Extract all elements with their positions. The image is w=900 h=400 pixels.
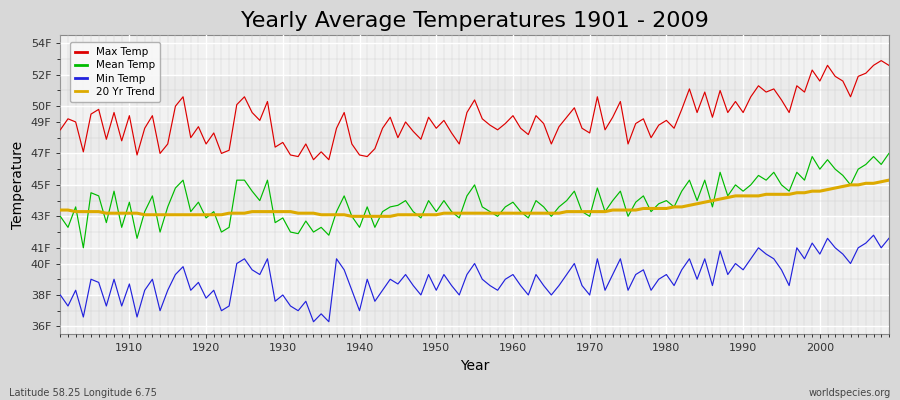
Text: worldspecies.org: worldspecies.org xyxy=(809,388,891,398)
Bar xyxy=(60,106,889,122)
Bar xyxy=(60,75,889,106)
Bar xyxy=(60,248,889,264)
Bar xyxy=(60,295,889,326)
Text: Latitude 58.25 Longitude 6.75: Latitude 58.25 Longitude 6.75 xyxy=(9,388,157,398)
Y-axis label: Temperature: Temperature xyxy=(11,141,25,229)
X-axis label: Year: Year xyxy=(460,359,490,373)
Bar xyxy=(60,154,889,185)
Bar xyxy=(60,122,889,154)
Legend: Max Temp, Mean Temp, Min Temp, 20 Yr Trend: Max Temp, Mean Temp, Min Temp, 20 Yr Tre… xyxy=(69,42,160,102)
Bar xyxy=(60,185,889,216)
Bar xyxy=(60,43,889,75)
Title: Yearly Average Temperatures 1901 - 2009: Yearly Average Temperatures 1901 - 2009 xyxy=(240,11,708,31)
Bar xyxy=(60,216,889,248)
Bar xyxy=(60,264,889,295)
